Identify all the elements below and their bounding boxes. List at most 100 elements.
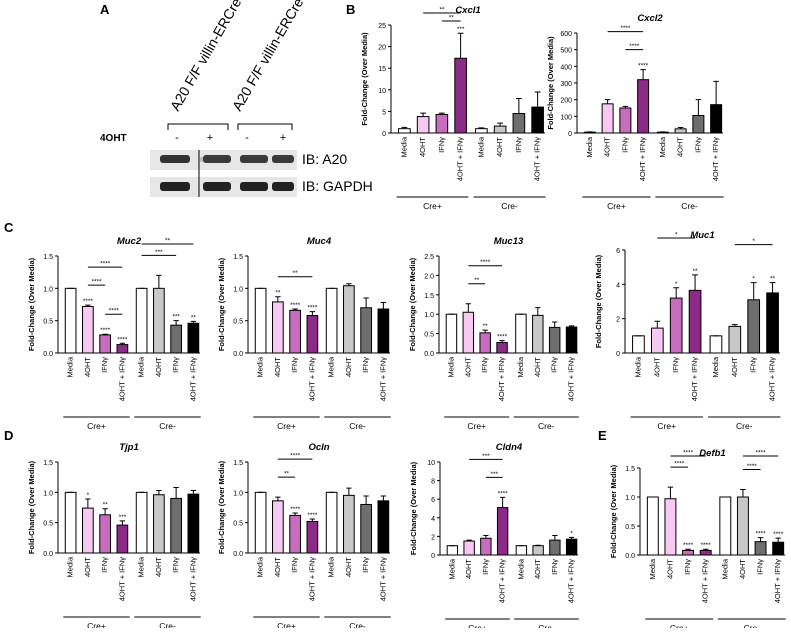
- bar: [378, 501, 389, 553]
- bar: [188, 494, 199, 553]
- x-tick-label: IFNγ: [749, 357, 758, 373]
- bar: [481, 538, 491, 555]
- x-tick-label: Media: [585, 136, 594, 157]
- error-bar: [120, 521, 125, 525]
- bar: [255, 492, 266, 553]
- group-label: Cre+: [87, 621, 106, 628]
- bar: [154, 288, 165, 353]
- bar: [549, 327, 559, 353]
- y-tick-label: 1.0: [233, 490, 243, 497]
- bar: [670, 298, 682, 353]
- x-tick-label: 4OHT + IFNγ: [567, 559, 576, 603]
- bar: [463, 312, 473, 353]
- x-tick-label: Media: [447, 558, 456, 579]
- group-label: Cre-: [159, 421, 176, 431]
- band: [160, 155, 190, 163]
- error-bar: [552, 535, 557, 540]
- x-tick-label: Media: [66, 356, 75, 377]
- x-tick-label: 4OHT: [463, 357, 472, 377]
- x-tick-label: IFNγ: [671, 357, 680, 373]
- x-tick-label: 4OHT: [83, 557, 92, 577]
- group-label: Cre-: [736, 421, 753, 431]
- group-label: Cre-: [349, 421, 366, 431]
- panel-label: B: [346, 2, 355, 17]
- y-tick-label: 1.0: [424, 312, 434, 319]
- significance: **: [693, 268, 699, 275]
- error-bar: [102, 509, 107, 515]
- group-label: Cre+: [277, 421, 296, 431]
- error-bar: [275, 297, 280, 302]
- x-tick-label: Media: [137, 356, 146, 377]
- lane-label: A20 F/F villin-ERCre-: [229, 0, 309, 114]
- bar: [399, 129, 411, 133]
- y-tick-label: 0.0: [43, 551, 53, 558]
- error-bar: [740, 489, 745, 497]
- band: [160, 182, 190, 191]
- bar: [550, 540, 560, 555]
- chart-title: Cxcl1: [455, 5, 480, 16]
- y-tick-label: 1.0: [43, 286, 53, 293]
- x-tick-label: 4OHT: [273, 357, 282, 377]
- bar: [532, 107, 544, 133]
- group-label: Cre-: [681, 201, 698, 211]
- bar: [748, 300, 760, 353]
- group-label: Cre+: [607, 201, 626, 211]
- x-tick-label: Media: [66, 556, 75, 577]
- x-tick-label: Media: [711, 356, 720, 377]
- significance: ****: [773, 531, 784, 538]
- x-tick-label: IFNγ: [361, 557, 370, 573]
- error-bar: [535, 308, 540, 316]
- y-tick-label: 1.5: [233, 460, 243, 467]
- bracket-label: ****: [480, 259, 491, 266]
- group-label: Cre+: [423, 201, 442, 211]
- x-tick-label: 4OHT + IFNγ: [378, 357, 387, 401]
- y-tick-label: 0.5: [43, 319, 53, 326]
- x-tick-label: IFNγ: [481, 559, 490, 575]
- bar: [154, 495, 165, 553]
- y-tick-label: 1.5: [424, 293, 434, 300]
- group-label: Cre+: [87, 421, 106, 431]
- treatment-sign: -: [175, 132, 179, 144]
- error-bar: [156, 491, 161, 495]
- bar: [533, 546, 543, 555]
- bar: [447, 546, 457, 555]
- bar: [117, 345, 128, 353]
- error-bar: [758, 538, 763, 542]
- significance: ****: [307, 305, 318, 312]
- error-bar: [363, 496, 368, 504]
- y-tick-label: 0.0: [233, 351, 243, 358]
- significance: **: [483, 323, 489, 330]
- chart-title: Cxcl2: [637, 13, 663, 24]
- x-tick-label: 4OHT + IFNγ: [638, 137, 647, 181]
- bar: [100, 335, 111, 353]
- x-tick-label: 4OHT + IFNγ: [497, 357, 506, 401]
- bracket-label: ****: [674, 461, 685, 468]
- bracket-label: ***: [155, 249, 163, 256]
- x-tick-label: 4OHT: [603, 137, 612, 157]
- x-tick-label: 4OHT + IFNγ: [307, 357, 316, 401]
- x-tick-label: 4OHT: [344, 357, 353, 377]
- y-tick-label: 0: [382, 131, 386, 138]
- significance: ****: [117, 336, 128, 343]
- significance: ****: [290, 302, 301, 309]
- significance: ****: [683, 542, 694, 549]
- x-tick-label: 4OHT + IFNγ: [533, 137, 542, 181]
- group-label: Cre-: [538, 421, 555, 431]
- chart-title: Ocln: [308, 442, 329, 453]
- y-tick-label: 15: [378, 66, 386, 73]
- y-tick-label: 2: [616, 317, 620, 324]
- bar: [638, 80, 649, 133]
- bar: [100, 515, 111, 553]
- y-tick-label: 0.5: [625, 524, 635, 531]
- error-bar: [85, 499, 90, 508]
- error-bar: [363, 298, 368, 308]
- bar: [710, 336, 722, 353]
- bar: [720, 497, 731, 555]
- bar: [693, 116, 704, 134]
- bar: [117, 525, 128, 553]
- x-tick-label: 4OHT + IFNγ: [188, 357, 197, 401]
- bar: [516, 546, 526, 555]
- bracket-label: ****: [629, 43, 640, 50]
- error-bar: [275, 497, 280, 501]
